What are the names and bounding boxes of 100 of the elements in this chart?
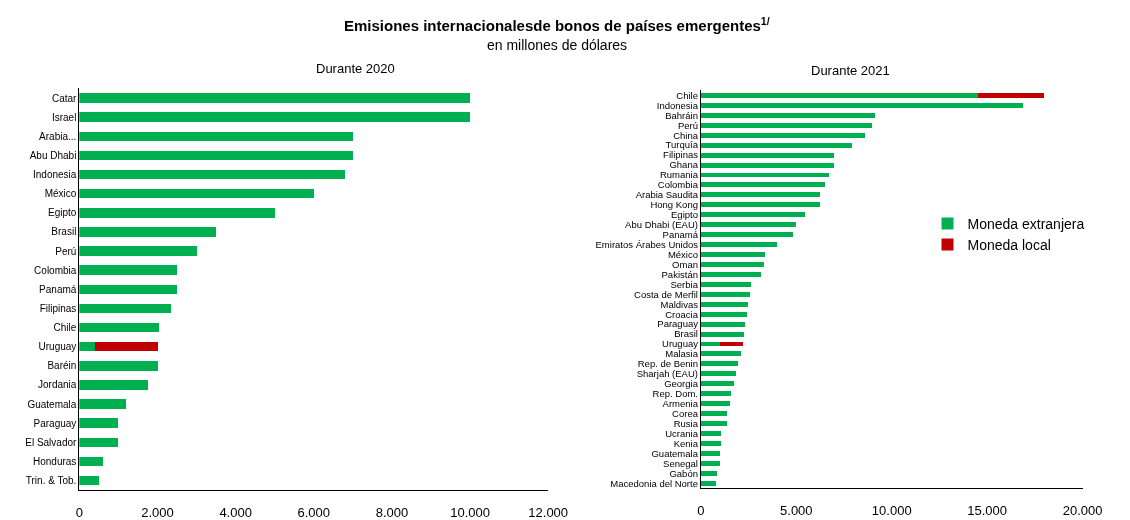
y-tick-label: Uruguay (38, 341, 77, 353)
bar (700, 202, 821, 208)
bar (700, 321, 745, 327)
y-tick-label: Guatemala (651, 447, 699, 459)
bar (700, 182, 825, 188)
bar (79, 93, 471, 103)
y-tick-label: Pakistán (661, 268, 698, 280)
bar (700, 152, 835, 158)
bar (79, 284, 178, 295)
y-tick-label: Arabia... (39, 130, 77, 142)
bar (700, 281, 752, 287)
y-tick-label: Maldivas (660, 298, 699, 310)
x-tick-label: 10.000 (871, 502, 912, 518)
bar (79, 208, 275, 218)
y-tick-label: Paraguay (657, 318, 699, 330)
bar (700, 92, 978, 98)
bar (700, 480, 717, 486)
x-tick-label: 6.000 (297, 504, 331, 520)
y-tick-label: Malasia (665, 348, 699, 360)
bar (977, 92, 1045, 98)
y-tick-label: Israel (51, 111, 77, 123)
bar (700, 102, 1024, 108)
x-tick-label: 2.000 (141, 504, 174, 520)
bar (700, 132, 866, 138)
bar (79, 188, 314, 199)
y-tick-label: Indonesia (32, 169, 77, 181)
bar (79, 246, 197, 256)
y-tick-label: Emiratos Árabes Unidos (595, 238, 699, 250)
bar (700, 291, 751, 297)
bar (700, 142, 852, 148)
y-tick-label: Costa de Merfil (634, 288, 698, 300)
y-tick-label: Baréin (47, 360, 77, 372)
x-tick-label: 10.000 (450, 504, 490, 520)
y-tick-label: Abu Dhabi (EAU) (625, 219, 698, 231)
bar (700, 232, 794, 238)
x-tick-label: 20.000 (1062, 502, 1103, 518)
bar (79, 169, 346, 180)
bar (700, 222, 797, 228)
y-tick-label: Ucrania (665, 427, 699, 439)
x-tick-label: 12.000 (528, 504, 569, 520)
bar (700, 411, 727, 417)
y-tick-label: Croacia (665, 308, 699, 320)
bar (700, 192, 821, 198)
y-tick-label: Indonesia (656, 99, 699, 111)
x-tick-label: 0 (697, 502, 705, 518)
y-tick-label: Macedonia del Norte (610, 477, 698, 489)
bar (79, 112, 471, 122)
bar (79, 418, 119, 428)
y-tick-label: Rusia (673, 417, 699, 429)
bar (700, 311, 747, 317)
y-tick-label: Filipinas (39, 302, 77, 314)
bar (79, 131, 353, 142)
bar (700, 450, 720, 456)
bar (700, 470, 718, 476)
bar (700, 252, 765, 258)
bar (79, 265, 178, 275)
y-tick-label: Sharjah (EAU) (636, 368, 698, 380)
y-tick-label: Brasil (674, 328, 698, 340)
legend-label: Moneda extranjera (967, 215, 1085, 232)
y-tick-label: Panamá (39, 283, 77, 295)
chart-title: Durante 2020 (316, 61, 395, 76)
y-tick-label: Senegal (663, 457, 698, 469)
y-tick-label: Jordania (38, 379, 77, 391)
bar (700, 421, 727, 427)
bar (700, 122, 872, 128)
y-tick-label: Honduras (33, 455, 77, 467)
y-tick-label: Bahráin (665, 109, 698, 121)
y-tick-label: Chile (676, 89, 698, 101)
y-tick-label: Gabón (669, 467, 698, 479)
y-tick-label: Colombia (657, 179, 699, 191)
bar (94, 341, 158, 352)
text: Emisiones internacionalesde bonos de países emergentes$^{1/}$ (344, 15, 770, 35)
y-tick-label: Paraguay (33, 417, 77, 429)
y-tick-label: Abu Dhabi (29, 149, 77, 161)
y-tick-label: Chile (53, 322, 77, 334)
y-tick-label: México (667, 248, 698, 260)
bar (700, 440, 721, 446)
bar (700, 331, 744, 337)
bar (79, 341, 95, 352)
y-tick-label: Rep. de Benin (637, 358, 698, 370)
y-tick-label: Kenia (673, 437, 699, 449)
y-tick-label: Trin. & Tob. (25, 475, 77, 487)
x-tick-label: 4.000 (219, 504, 252, 520)
bar (700, 162, 835, 168)
y-tick-label: Guatemala (27, 398, 77, 410)
bar (700, 431, 721, 436)
y-tick-label: Corea (672, 407, 699, 419)
bar (700, 401, 730, 407)
bar (700, 391, 732, 397)
y-tick-label: Catar (51, 92, 78, 104)
bar (79, 303, 172, 314)
y-tick-label: Rumania (659, 169, 699, 181)
bar (79, 361, 158, 371)
y-tick-label: Filipinas (663, 149, 699, 161)
bar (79, 380, 148, 390)
y-tick-label: Egipto (48, 207, 77, 219)
y-tick-label: Arabia Saudita (635, 189, 699, 201)
y-tick-label: México (44, 188, 77, 200)
bar (79, 456, 103, 467)
y-tick-label: Georgia (664, 378, 699, 390)
